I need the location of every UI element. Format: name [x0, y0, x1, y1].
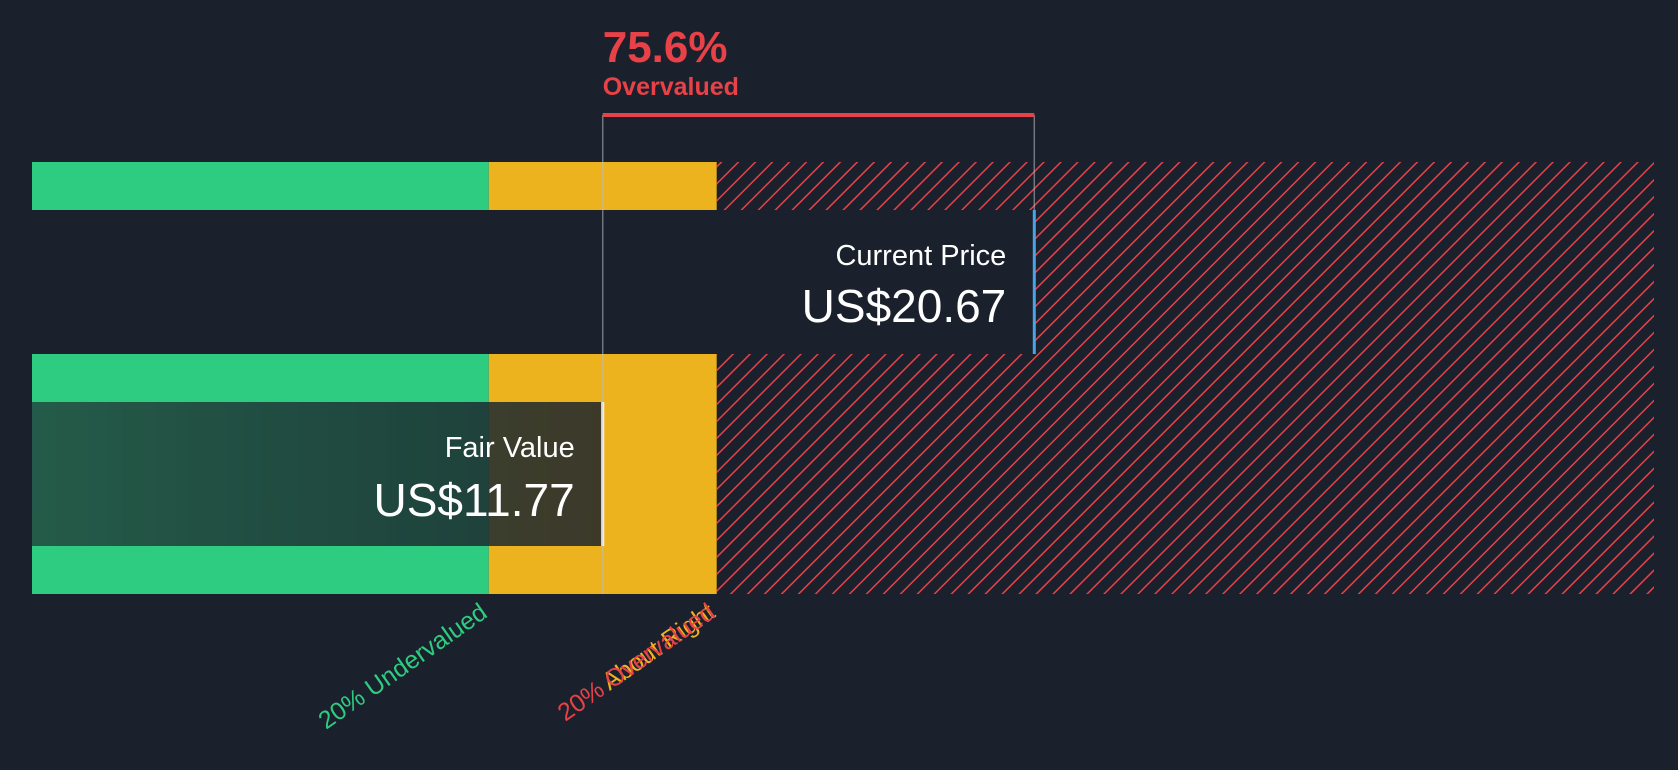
current-price-value: US$20.67 [802, 280, 1007, 332]
fair-value-box [32, 402, 603, 546]
bottom-zone-overvalued [716, 354, 1654, 594]
current-price-track [32, 162, 1654, 210]
fair-value-value: US$11.77 [374, 474, 575, 526]
top-zone-undervalued [32, 162, 489, 210]
valuation-percent: 75.6% [603, 23, 728, 72]
middle-band-overvalued [1034, 210, 1654, 354]
zone-label-overvalued: 20% Overvalued [553, 598, 720, 727]
top-zone-overvalued [716, 162, 1654, 210]
current-price-label: Current Price [835, 240, 1006, 272]
valuation-status: Overvalued [603, 73, 739, 101]
zone-label-undervalued: 20% Undervalued [313, 598, 492, 735]
fair-value-box-overlay [32, 402, 603, 546]
fair-value-label: Fair Value [445, 432, 575, 464]
middle-band-background [32, 210, 1035, 354]
